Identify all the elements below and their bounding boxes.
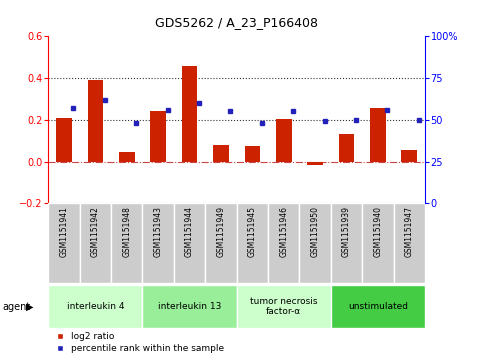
Bar	[174, 203, 205, 283]
Bar	[299, 203, 331, 283]
Bar	[331, 203, 362, 283]
Bar	[394, 203, 425, 283]
Text: unstimulated: unstimulated	[348, 302, 408, 311]
Bar	[182, 65, 198, 162]
Text: GSM1151946: GSM1151946	[279, 206, 288, 257]
Bar	[150, 111, 166, 162]
Bar	[370, 108, 386, 162]
Bar	[401, 150, 417, 162]
Text: ▶: ▶	[26, 302, 34, 312]
Text: GSM1151945: GSM1151945	[248, 206, 257, 257]
Bar	[339, 134, 355, 162]
Bar	[362, 203, 394, 283]
Bar	[244, 146, 260, 162]
Text: GSM1151939: GSM1151939	[342, 206, 351, 257]
Bar	[87, 80, 103, 162]
Text: interleukin 13: interleukin 13	[158, 302, 221, 311]
Text: GSM1151942: GSM1151942	[91, 206, 100, 257]
Bar	[213, 145, 229, 162]
Bar	[237, 203, 268, 283]
Text: GDS5262 / A_23_P166408: GDS5262 / A_23_P166408	[155, 16, 318, 29]
Text: GSM1151948: GSM1151948	[122, 206, 131, 257]
Bar	[56, 118, 72, 162]
Text: GSM1151944: GSM1151944	[185, 206, 194, 257]
Bar	[307, 162, 323, 165]
Bar	[205, 203, 237, 283]
Bar	[142, 285, 237, 328]
Bar	[48, 285, 142, 328]
Text: GSM1151940: GSM1151940	[373, 206, 383, 257]
Text: GSM1151950: GSM1151950	[311, 206, 320, 257]
Text: interleukin 4: interleukin 4	[67, 302, 124, 311]
Text: GSM1151943: GSM1151943	[154, 206, 163, 257]
Text: GSM1151949: GSM1151949	[216, 206, 226, 257]
Bar	[237, 285, 331, 328]
Bar	[48, 203, 80, 283]
Text: tumor necrosis
factor-α: tumor necrosis factor-α	[250, 297, 317, 317]
Bar	[142, 203, 174, 283]
Bar	[111, 203, 142, 283]
Bar	[119, 152, 135, 162]
Text: agent: agent	[2, 302, 30, 312]
Bar	[331, 285, 425, 328]
Bar	[80, 203, 111, 283]
Bar	[268, 203, 299, 283]
Bar	[276, 119, 292, 162]
Text: GSM1151941: GSM1151941	[59, 206, 69, 257]
Text: GSM1151947: GSM1151947	[405, 206, 414, 257]
Legend: log2 ratio, percentile rank within the sample: log2 ratio, percentile rank within the s…	[53, 329, 227, 357]
